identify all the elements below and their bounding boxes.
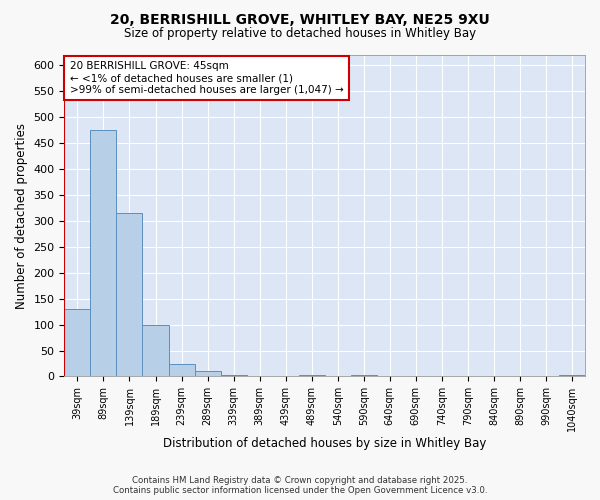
X-axis label: Distribution of detached houses by size in Whitley Bay: Distribution of detached houses by size … xyxy=(163,437,487,450)
Text: Size of property relative to detached houses in Whitley Bay: Size of property relative to detached ho… xyxy=(124,28,476,40)
Bar xyxy=(221,375,247,376)
Bar xyxy=(559,375,585,376)
Bar xyxy=(169,364,194,376)
Bar xyxy=(116,213,142,376)
Text: Contains HM Land Registry data © Crown copyright and database right 2025.
Contai: Contains HM Land Registry data © Crown c… xyxy=(113,476,487,495)
Text: 20, BERRISHILL GROVE, WHITLEY BAY, NE25 9XU: 20, BERRISHILL GROVE, WHITLEY BAY, NE25 … xyxy=(110,12,490,26)
Y-axis label: Number of detached properties: Number of detached properties xyxy=(15,122,28,308)
Bar xyxy=(194,372,221,376)
Text: 20 BERRISHILL GROVE: 45sqm
← <1% of detached houses are smaller (1)
>99% of semi: 20 BERRISHILL GROVE: 45sqm ← <1% of deta… xyxy=(70,62,343,94)
Bar xyxy=(142,324,169,376)
Bar xyxy=(64,309,91,376)
Bar xyxy=(91,130,116,376)
